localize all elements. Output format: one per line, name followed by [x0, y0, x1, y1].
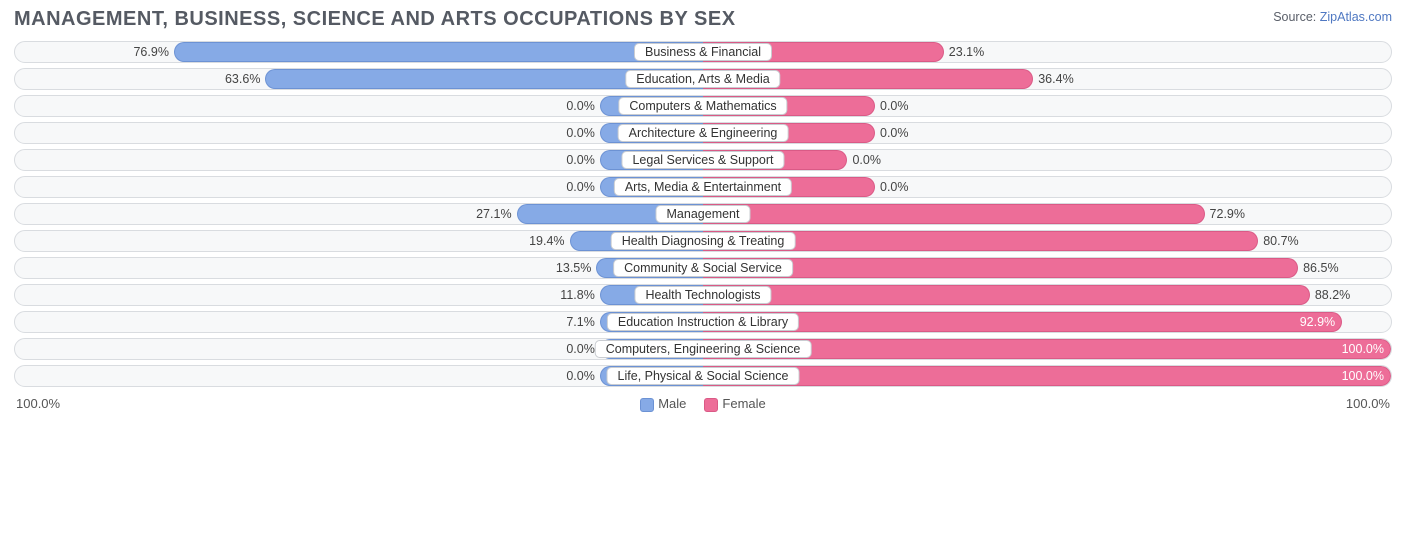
- category-label: Legal Services & Support: [621, 151, 784, 169]
- female-value: 0.0%: [874, 126, 909, 140]
- male-value: 27.1%: [476, 207, 517, 221]
- row-track: 7.1% 92.9% Education Instruction & Library: [14, 311, 1392, 333]
- male-value: 7.1%: [566, 315, 601, 329]
- category-label: Business & Financial: [634, 43, 772, 61]
- row-track: 63.6% 36.4% Education, Arts & Media: [14, 68, 1392, 90]
- female-value: 88.2%: [1309, 288, 1350, 302]
- row-track: 0.0% 0.0% Computers & Mathematics: [14, 95, 1392, 117]
- legend-female-label: Female: [722, 396, 765, 411]
- axis-left-label: 100.0%: [16, 396, 60, 411]
- chart-row: 76.9% 23.1% Business & Financial: [14, 41, 1392, 63]
- male-bar: 76.9%: [174, 42, 703, 62]
- female-value: 100.0%: [1342, 369, 1384, 383]
- legend-male-label: Male: [658, 396, 686, 411]
- male-value: 0.0%: [566, 153, 601, 167]
- male-swatch-icon: [640, 398, 654, 412]
- female-value: 86.5%: [1297, 261, 1338, 275]
- row-track: 19.4% 80.7% Health Diagnosing & Treating: [14, 230, 1392, 252]
- chart-row: 0.0% 0.0% Legal Services & Support: [14, 149, 1392, 171]
- category-label: Management: [656, 205, 751, 223]
- source-link[interactable]: ZipAtlas.com: [1320, 10, 1392, 24]
- chart-header: MANAGEMENT, BUSINESS, SCIENCE AND ARTS O…: [14, 8, 1392, 31]
- male-value: 76.9%: [133, 45, 174, 59]
- male-value: 19.4%: [529, 234, 570, 248]
- category-label: Health Technologists: [634, 286, 771, 304]
- chart-row: 0.0% 0.0% Architecture & Engineering: [14, 122, 1392, 144]
- male-value: 13.5%: [556, 261, 597, 275]
- female-value: 0.0%: [846, 153, 881, 167]
- diverging-bar-chart: 76.9% 23.1% Business & Financial 63.6% 36.4%…: [14, 41, 1392, 387]
- female-value: 23.1%: [943, 45, 984, 59]
- category-label: Health Diagnosing & Treating: [611, 232, 796, 250]
- row-track: 27.1%72.9%Management: [14, 203, 1392, 225]
- female-value: 0.0%: [874, 99, 909, 113]
- female-value: 92.9%: [1300, 315, 1335, 329]
- row-track: 13.5% 86.5% Community & Social Service: [14, 257, 1392, 279]
- male-value: 0.0%: [566, 126, 601, 140]
- row-track: 11.8%88.2%Health Technologists: [14, 284, 1392, 306]
- row-track: 0.0% 0.0% Legal Services & Support: [14, 149, 1392, 171]
- chart-row: 0.0% 100.0% Life, Physical & Social Scienc…: [14, 365, 1392, 387]
- legend: Male Female: [640, 396, 766, 412]
- female-bar: 100.0%: [703, 366, 1391, 386]
- row-track: 76.9% 23.1% Business & Financial: [14, 41, 1392, 63]
- chart-row: 0.0% 0.0% Computers & Mathematics: [14, 95, 1392, 117]
- row-track: 0.0% 0.0% Arts, Media & Entertainment: [14, 176, 1392, 198]
- female-value: 36.4%: [1032, 72, 1073, 86]
- male-value: 0.0%: [566, 369, 601, 383]
- row-track: 0.0%100.0%Computers, Engineering & Scien…: [14, 338, 1392, 360]
- chart-row: 63.6% 36.4% Education, Arts & Media: [14, 68, 1392, 90]
- category-label: Education, Arts & Media: [625, 70, 780, 88]
- category-label: Life, Physical & Social Science: [607, 367, 800, 385]
- category-label: Computers, Engineering & Science: [595, 340, 812, 358]
- row-track: 0.0% 0.0% Architecture & Engineering: [14, 122, 1392, 144]
- female-bar: 72.9%: [703, 204, 1205, 224]
- source-prefix: Source:: [1273, 10, 1320, 24]
- female-value: 80.7%: [1257, 234, 1298, 248]
- chart-title: MANAGEMENT, BUSINESS, SCIENCE AND ARTS O…: [14, 8, 736, 31]
- male-value: 0.0%: [566, 180, 601, 194]
- female-value: 72.9%: [1204, 207, 1245, 221]
- male-value: 0.0%: [566, 99, 601, 113]
- female-swatch-icon: [704, 398, 718, 412]
- legend-male: Male: [640, 396, 686, 412]
- chart-row: 27.1%72.9%Management: [14, 203, 1392, 225]
- chart-row: 0.0%100.0%Computers, Engineering & Scien…: [14, 338, 1392, 360]
- chart-footer: 100.0% Male Female 100.0%: [14, 392, 1392, 412]
- chart-row: 13.5% 86.5% Community & Social Service: [14, 257, 1392, 279]
- chart-row: 11.8%88.2%Health Technologists: [14, 284, 1392, 306]
- chart-row: 7.1% 92.9% Education Instruction & Library: [14, 311, 1392, 333]
- male-value: 63.6%: [225, 72, 266, 86]
- source-attribution: Source: ZipAtlas.com: [1273, 8, 1392, 24]
- female-value: 100.0%: [1342, 342, 1384, 356]
- female-bar: 88.2%: [703, 285, 1310, 305]
- axis-right-label: 100.0%: [1346, 396, 1390, 411]
- category-label: Education Instruction & Library: [607, 313, 799, 331]
- category-label: Architecture & Engineering: [618, 124, 789, 142]
- category-label: Community & Social Service: [613, 259, 793, 277]
- chart-row: 19.4% 80.7% Health Diagnosing & Treating: [14, 230, 1392, 252]
- legend-female: Female: [704, 396, 765, 412]
- female-value: 0.0%: [874, 180, 909, 194]
- male-value: 11.8%: [560, 288, 601, 302]
- row-track: 0.0% 100.0% Life, Physical & Social Scienc…: [14, 365, 1392, 387]
- category-label: Arts, Media & Entertainment: [614, 178, 792, 196]
- category-label: Computers & Mathematics: [618, 97, 787, 115]
- chart-row: 0.0% 0.0% Arts, Media & Entertainment: [14, 176, 1392, 198]
